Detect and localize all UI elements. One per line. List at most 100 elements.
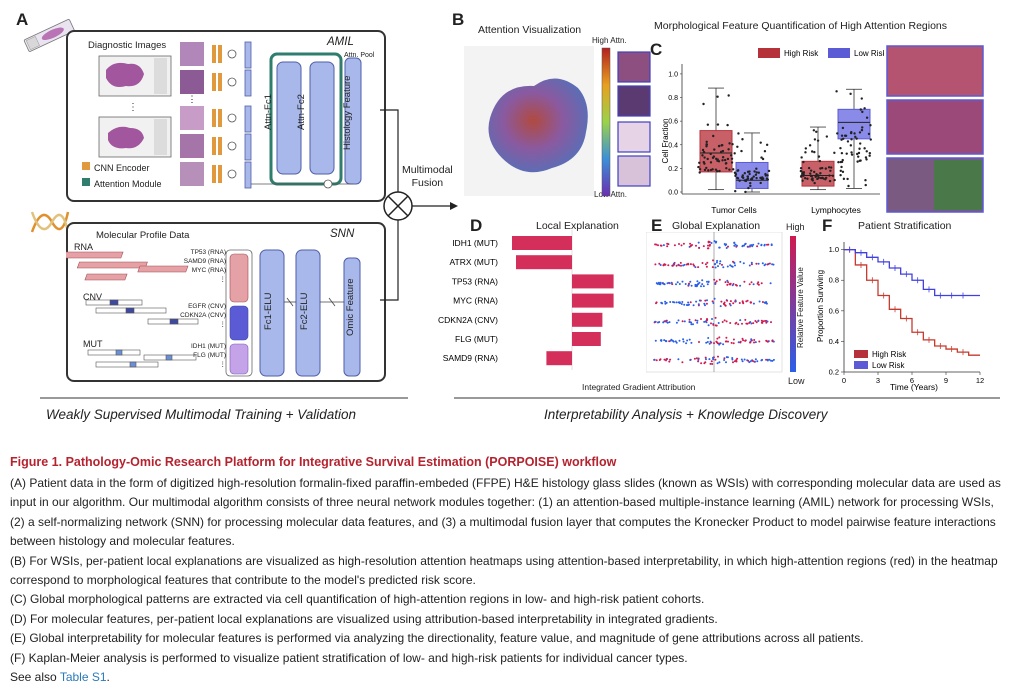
attribution-point (755, 262, 758, 265)
jitter-point (721, 143, 724, 147)
attribution-point (668, 360, 671, 363)
attribution-point (760, 243, 763, 246)
km-legend-high-label: High Risk (872, 350, 907, 359)
attribution-point (689, 242, 692, 245)
jitter-point (719, 150, 723, 154)
attribution-bar (512, 236, 572, 250)
jitter-point (869, 124, 872, 127)
jitter-point (831, 174, 835, 177)
attribution-point (688, 303, 690, 306)
jitter-point (698, 171, 701, 174)
attribution-point (665, 340, 667, 343)
jitter-point (819, 172, 822, 175)
attribution-point (698, 281, 701, 284)
jitter-point (864, 183, 867, 187)
attribution-point (697, 266, 700, 269)
km-curve-low-risk (844, 248, 980, 297)
jitter-point (738, 179, 741, 182)
attribution-point (683, 320, 686, 323)
attribution-point (695, 244, 697, 247)
panel-e-low-label: Low (788, 376, 805, 386)
jitter-point (815, 173, 818, 176)
jitter-point (845, 152, 848, 155)
jitter-point (856, 152, 859, 156)
fc2-elu-label: Fc2-ELU (299, 292, 310, 330)
table-s1-link[interactable]: Table S1 (59, 670, 107, 685)
attribution-point (659, 283, 662, 286)
jitter-point (757, 171, 761, 174)
attribution-point (752, 322, 755, 325)
attribution-point (721, 263, 723, 266)
attribution-point (660, 339, 663, 342)
attribution-point (702, 245, 705, 248)
attribution-point (757, 242, 760, 245)
jitter-point (849, 144, 853, 147)
local-explanation-bar-chart: IDH1 (MUT) ATRX (MUT) TP53 (RNA) MYC (RNA) C… (438, 230, 614, 370)
cnv-label: CNV (83, 292, 103, 302)
attribution-point (730, 341, 733, 344)
jitter-point (734, 173, 738, 176)
attribution-point (672, 262, 675, 265)
attribution-point (718, 262, 721, 265)
jitter-point (817, 174, 820, 177)
attribution-point (716, 337, 719, 340)
attribution-point (675, 301, 678, 304)
attribution-point (702, 285, 705, 288)
attribution-point (734, 243, 737, 246)
jitter-point (857, 155, 860, 158)
attribution-point (731, 357, 734, 359)
panel-b-title: Attention Visualization (478, 24, 582, 36)
attribution-point (743, 244, 746, 247)
attribution-point (666, 242, 669, 245)
jitter-point (868, 154, 871, 157)
attribution-point (698, 299, 701, 302)
attribution-point (713, 297, 716, 300)
jitter-point (869, 138, 872, 141)
jitter-point (816, 139, 820, 142)
jitter-point (855, 137, 858, 140)
jitter-point (723, 158, 727, 162)
attn-fc2-label: Attn-Fc2 (296, 94, 307, 130)
attribution-point (716, 362, 719, 365)
attribution-point (690, 284, 693, 287)
attribution-point (680, 244, 683, 247)
attribution-bar (572, 332, 601, 346)
kaplan-meier-plot: Proportion Surviving Time (Years) 0 3 6 9 12… (816, 242, 984, 392)
wsi-thumbnail-1 (98, 55, 172, 97)
legend-high-risk-swatch (758, 48, 780, 58)
f-ytick-label: 0.4 (829, 337, 839, 346)
c-ytick-label: 1.0 (668, 71, 678, 78)
box-high-risk-1 (801, 126, 835, 191)
c-ytick-label: 0.8 (668, 95, 678, 102)
jitter-point (743, 171, 747, 175)
attribution-point (750, 281, 753, 284)
attribution-point (715, 340, 718, 343)
jitter-point (860, 97, 863, 100)
attribution-point (682, 338, 685, 341)
jitter-point (846, 177, 849, 181)
f-xtick-label: 3 (876, 376, 880, 385)
jitter-point (703, 168, 707, 172)
histology-feature-label: Histology Feature (342, 75, 353, 150)
attribution-point (695, 300, 698, 303)
attribution-point (678, 301, 681, 304)
jitter-point (844, 134, 848, 137)
attribution-point (666, 282, 669, 285)
attribution-point (704, 263, 707, 266)
jitter-point (801, 171, 804, 174)
jitter-point (725, 167, 728, 170)
attribution-point (668, 321, 671, 324)
attribution-point (771, 359, 774, 362)
attribution-point (756, 360, 759, 363)
jitter-point (741, 174, 745, 177)
gene-egfr-cnv: EGFR (CNV) (188, 303, 226, 310)
jitter-point (868, 151, 872, 155)
attribution-point (722, 343, 725, 346)
jitter-point (741, 138, 744, 141)
attribution-point (671, 283, 674, 286)
attribution-point (700, 318, 702, 320)
attribution-point (664, 300, 667, 303)
jitter-point (867, 132, 871, 136)
attribution-point (726, 299, 729, 302)
attribution-point (686, 339, 689, 342)
